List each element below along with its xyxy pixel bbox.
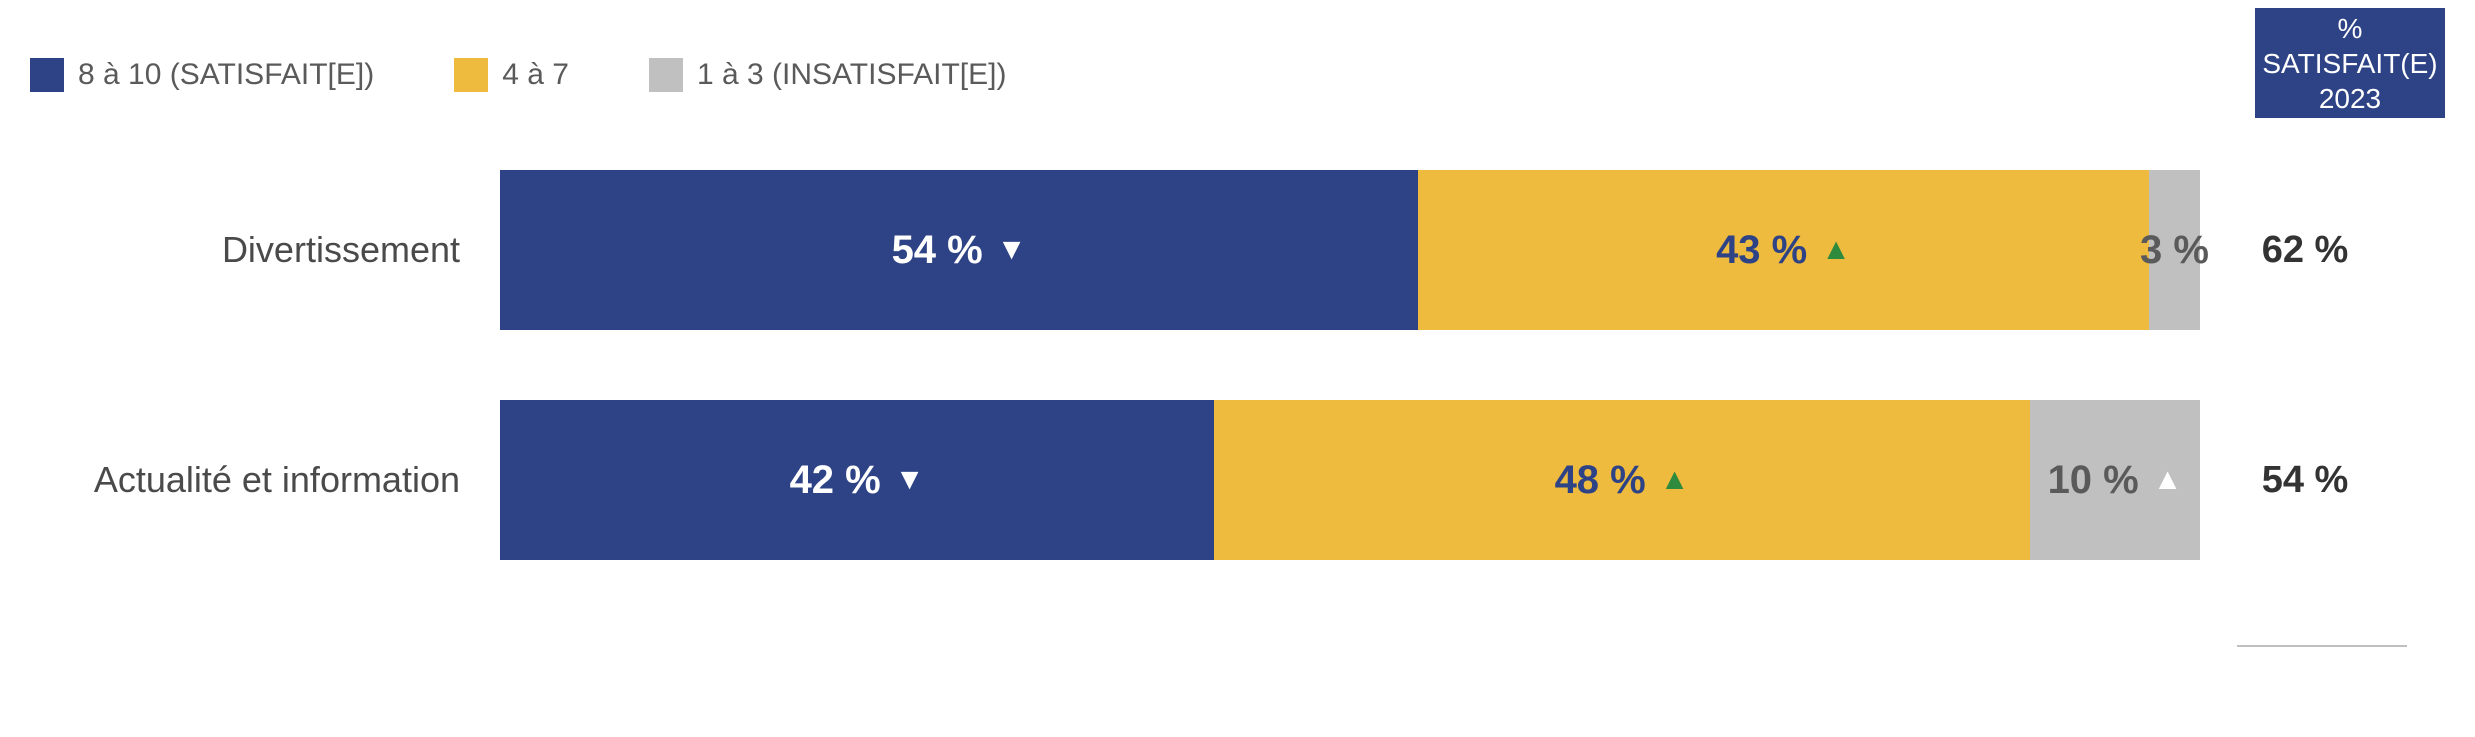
trend-up-icon: ▲ [1821,235,1851,265]
legend-label-unsatisfied: 1 à 3 (INSATISFAIT[E]) [697,58,1007,92]
trend-down-icon: ▼ [895,465,925,495]
legend-swatch-unsatisfied [649,58,683,92]
divider-line [2237,645,2407,647]
bar-segment-unsatisfied: 10 % ▲ [2030,400,2200,560]
chart-row-actualite: Actualité et information 42 % ▼ 48 % ▲ 1… [30,400,2445,560]
legend-item-neutral: 4 à 7 [454,58,569,92]
prev-year-value: 54 % [2200,459,2410,502]
legend-label-neutral: 4 à 7 [502,58,569,92]
segment-value: 43 % [1716,228,1807,273]
stacked-bar: 54 % ▼ 43 % ▲ 3 % [500,170,2200,330]
segment-value: 3 % [2140,228,2209,273]
bar-segment-satisfied: 42 % ▼ [500,400,1214,560]
chart-row-divertissement: Divertissement 54 % ▼ 43 % ▲ 3 % 62 % [30,170,2445,330]
bar-segment-satisfied: 54 % ▼ [500,170,1418,330]
chart-root: 8 à 10 (SATISFAIT[E]) 4 à 7 1 à 3 (INSAT… [0,0,2475,737]
row-label: Divertissement [30,229,500,271]
bar-segment-neutral: 43 % ▲ [1418,170,2149,330]
segment-value: 10 % [2048,458,2139,503]
legend-label-satisfied: 8 à 10 (SATISFAIT[E]) [78,58,374,92]
legend-item-satisfied: 8 à 10 (SATISFAIT[E]) [30,58,374,92]
segment-value: 54 % [892,228,983,273]
row-label: Actualité et information [30,459,500,501]
legend-item-unsatisfied: 1 à 3 (INSATISFAIT[E]) [649,58,1007,92]
trend-up-icon: ▲ [2153,465,2183,495]
bar-segment-unsatisfied: 3 % [2149,170,2200,330]
trend-down-icon: ▼ [997,235,1027,265]
trend-up-icon: ▲ [1660,465,1690,495]
prev-year-value: 62 % [2200,229,2410,272]
legend-swatch-neutral [454,58,488,92]
segment-value: 48 % [1555,458,1646,503]
segment-value: 42 % [790,458,881,503]
stacked-bar: 42 % ▼ 48 % ▲ 10 % ▲ [500,400,2200,560]
chart-area: Divertissement 54 % ▼ 43 % ▲ 3 % 62 % Ac… [30,170,2445,707]
bar-segment-neutral: 48 % ▲ [1214,400,2030,560]
column-header-satisfied-2023: % SATISFAIT(E) 2023 [2255,8,2445,118]
legend-swatch-satisfied [30,58,64,92]
legend: 8 à 10 (SATISFAIT[E]) 4 à 7 1 à 3 (INSAT… [30,20,2445,130]
